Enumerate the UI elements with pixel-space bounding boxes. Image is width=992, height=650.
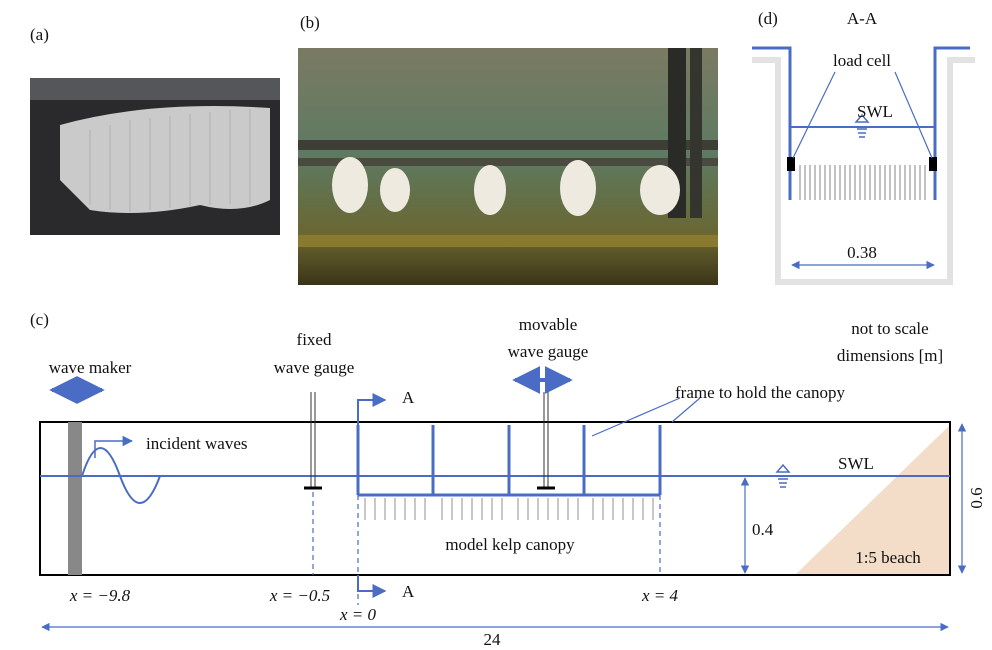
panel-label: (d)	[758, 9, 778, 28]
water-depth-label: 0.4	[752, 520, 774, 539]
wave-maker-label: wave maker	[49, 358, 132, 377]
note: dimensions [m]	[837, 346, 943, 365]
photo-b	[298, 48, 718, 285]
swl-label: SWL	[857, 102, 893, 121]
position-label: x = 0	[339, 605, 377, 624]
incident-waves-label: incident waves	[146, 434, 248, 453]
gauge-label: movable	[519, 315, 578, 334]
width-label: 0.38	[847, 243, 877, 262]
section-marker: A	[402, 582, 415, 601]
frame-label: frame to hold the canopy	[675, 383, 845, 402]
section-marker: A	[402, 388, 415, 407]
panel-label: (c)	[30, 310, 49, 329]
figure: (a) (b) (d) A-A load cell SWL 0.38 (	[0, 0, 992, 650]
panel-label: (a)	[30, 25, 49, 44]
length-label: 24	[484, 630, 502, 649]
section-title: A-A	[847, 9, 878, 28]
position-label: x = 4	[641, 586, 679, 605]
gauge-label: fixed	[297, 330, 332, 349]
gauge-label: wave gauge	[274, 358, 355, 377]
flume	[40, 380, 962, 627]
photo-a	[30, 78, 280, 235]
load-cell-label: load cell	[833, 51, 891, 70]
position-label: x = −9.8	[69, 586, 131, 605]
gauge-label: wave gauge	[508, 342, 589, 361]
depth-label: 0.6	[967, 487, 986, 508]
canopy-label: model kelp canopy	[445, 535, 575, 554]
note: not to scale	[851, 319, 928, 338]
panel-label: (b)	[300, 13, 320, 32]
swl-label: SWL	[838, 454, 874, 473]
beach-label: 1:5 beach	[855, 548, 921, 567]
position-label: x = −0.5	[269, 586, 330, 605]
